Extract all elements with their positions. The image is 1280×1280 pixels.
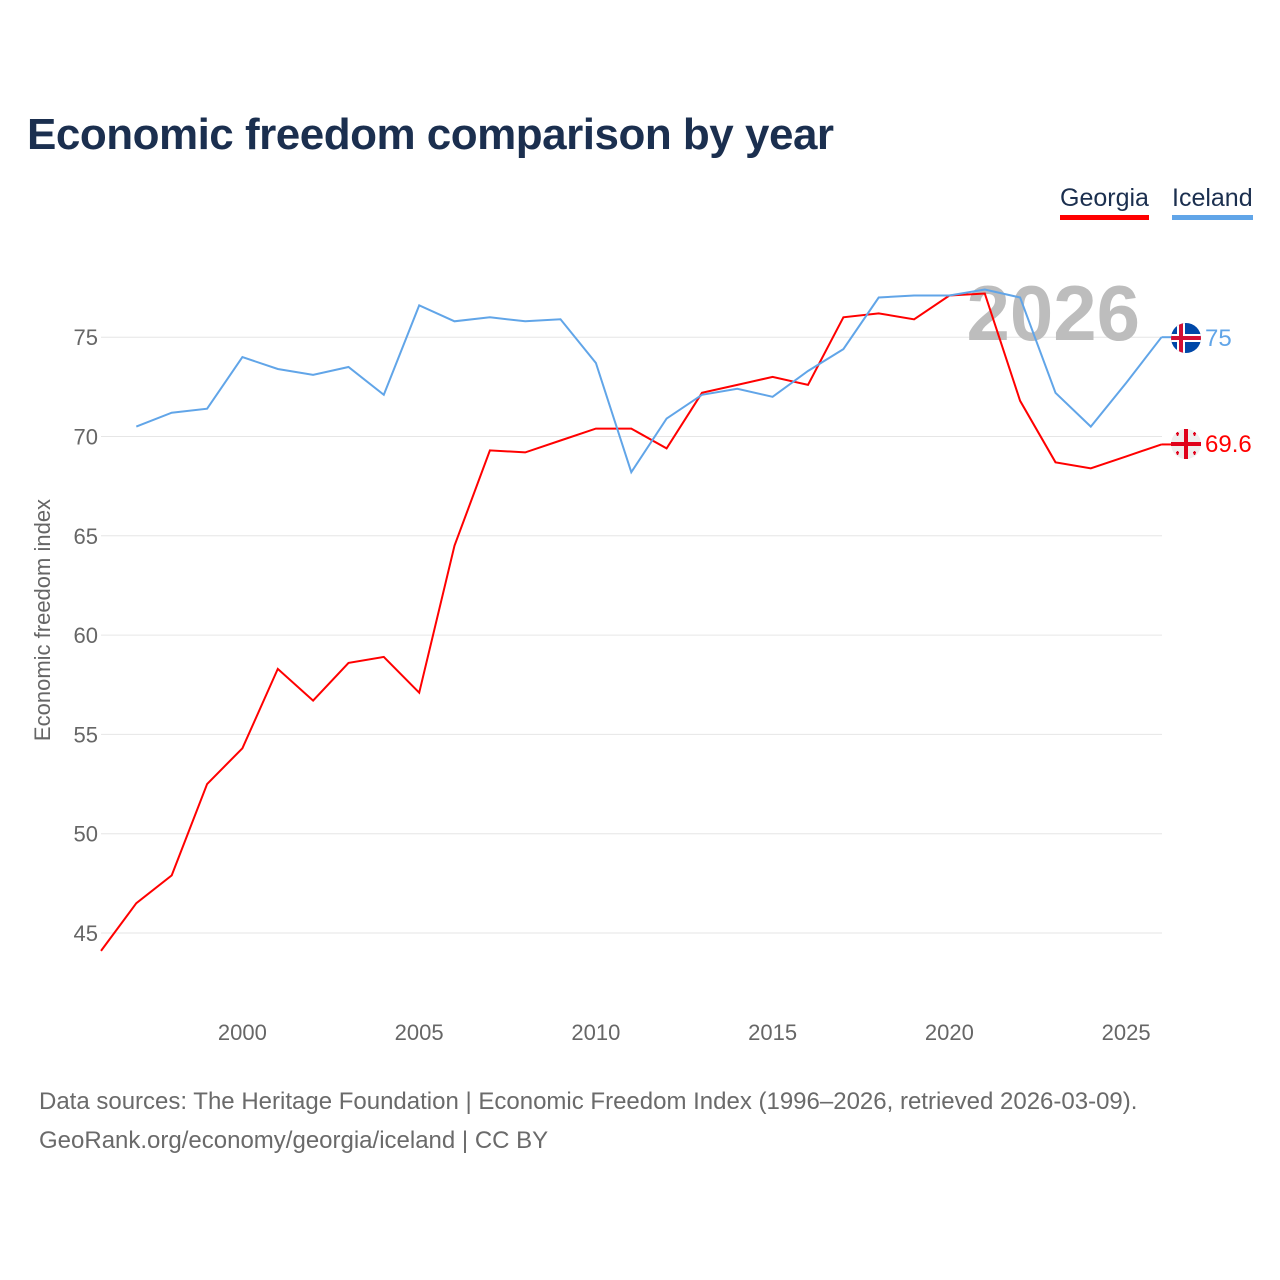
series-line-iceland [135, 288, 1163, 475]
x-tick-label: 2010 [571, 1020, 620, 1045]
footer-link[interactable]: GeoRank.org/economy/georgia/iceland | CC… [39, 1127, 549, 1154]
iceland-flag-icon [1171, 323, 1201, 353]
y-tick-label: 70 [74, 425, 98, 450]
georgia-flag-icon [1171, 429, 1201, 459]
y-tick-label: 75 [74, 325, 98, 350]
y-tick-label: 45 [74, 921, 98, 946]
y-tick-label: 55 [74, 722, 98, 747]
series-line-georgia [100, 292, 1162, 952]
x-tick-label: 2020 [925, 1020, 974, 1045]
iceland-end-label: 75 [1205, 325, 1232, 352]
x-tick-label: 2025 [1102, 1020, 1151, 1045]
chart-title: Economic freedom comparison by year [27, 110, 834, 159]
y-tick-label: 65 [74, 524, 98, 549]
georgia-end-label: 69.6 [1205, 431, 1252, 458]
legend-iceland[interactable]: Iceland [1172, 184, 1253, 220]
y-tick-label: 60 [74, 623, 98, 648]
x-tick-label: 2015 [748, 1020, 797, 1045]
y-tick-label: 50 [74, 822, 98, 847]
y-axis-label: Economic freedom index [30, 499, 55, 741]
legend-georgia[interactable]: Georgia [1060, 184, 1149, 220]
footer-sources: Data sources: The Heritage Foundation | … [39, 1088, 1138, 1115]
x-tick-label: 2000 [218, 1020, 267, 1045]
year-watermark: 2026 [966, 269, 1140, 357]
x-tick-label: 2005 [395, 1020, 444, 1045]
